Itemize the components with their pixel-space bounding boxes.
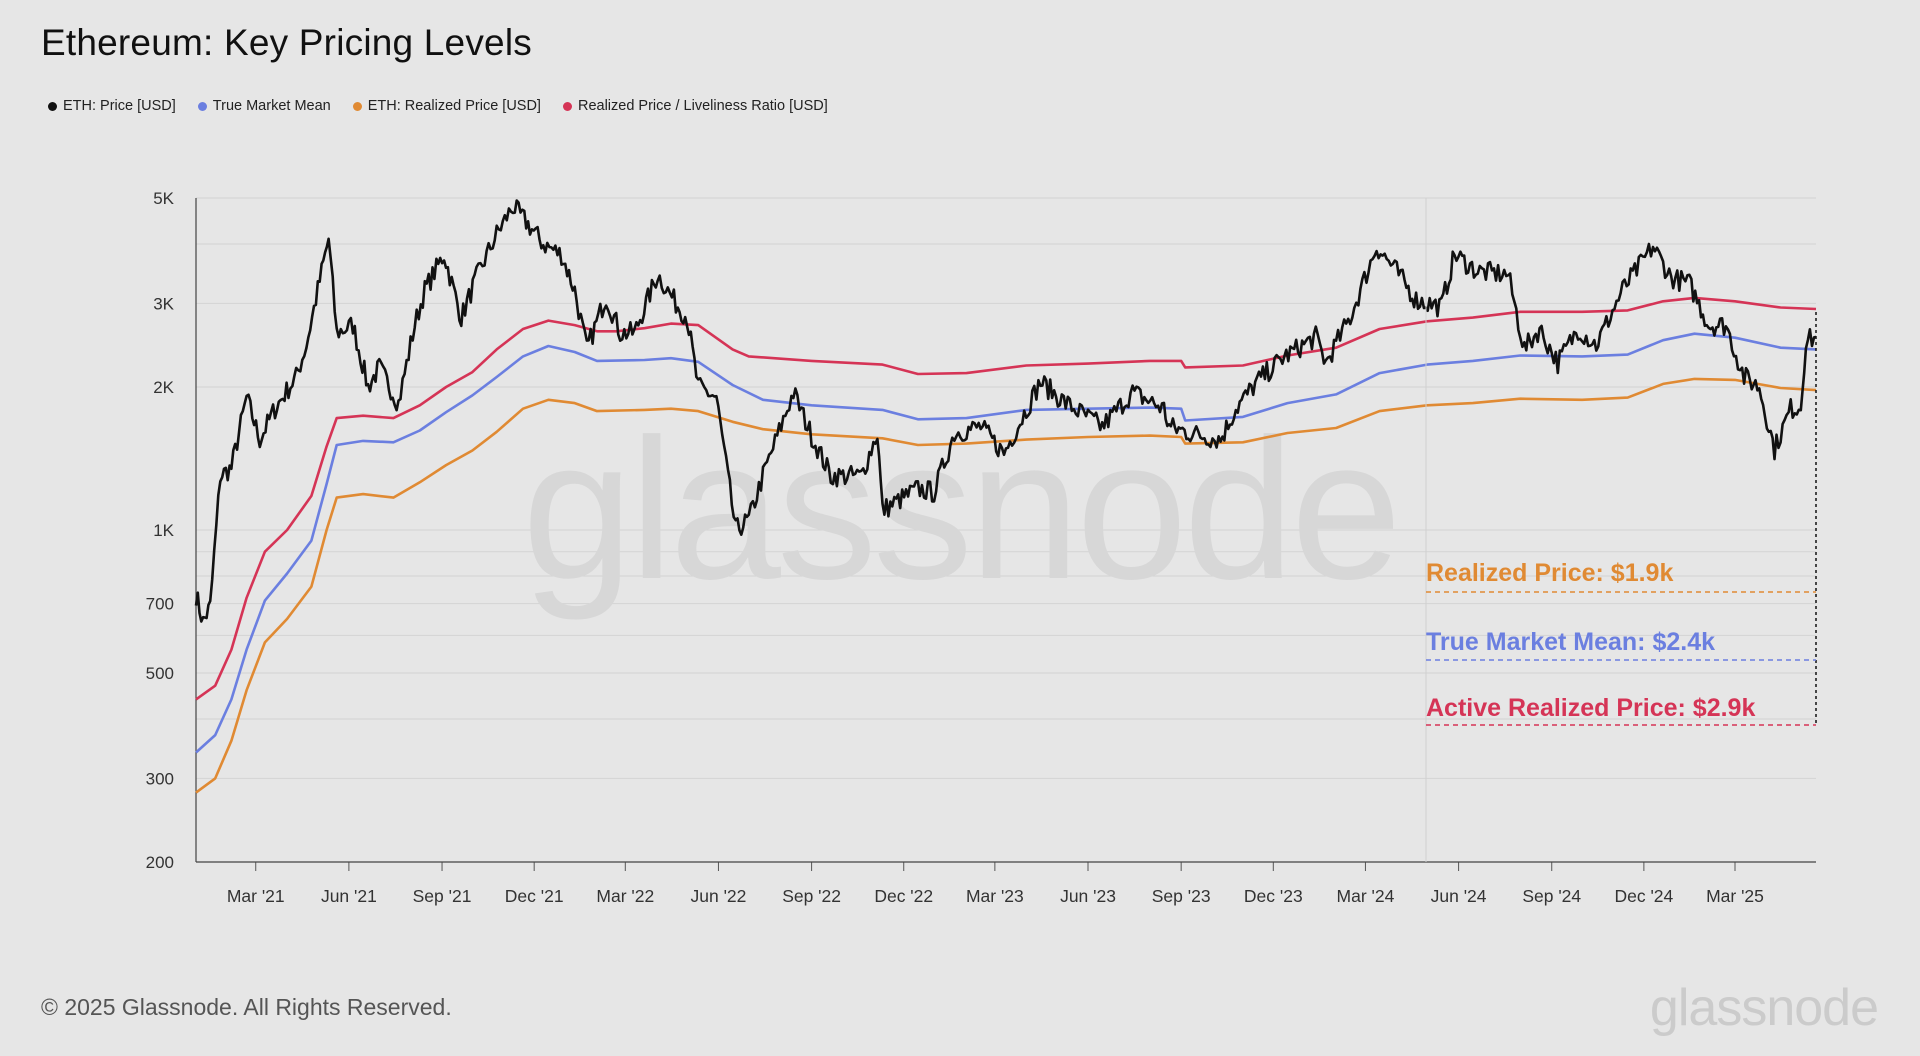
y-tick-label: 3K: [153, 294, 174, 313]
legend-label-true-market-mean: True Market Mean: [212, 98, 331, 114]
y-tick-label: 5K: [153, 189, 174, 208]
legend-label-liveliness-ratio: Realized Price / Liveliness Ratio [USD]: [577, 98, 828, 114]
x-tick-label: Sep '22: [782, 886, 841, 906]
x-tick-label: Dec '21: [505, 886, 564, 906]
x-tick-label: Sep '24: [1522, 886, 1581, 906]
annotation-label: Active Realized Price: $2.9k: [1426, 694, 1755, 722]
x-tick-label: Jun '21: [321, 886, 377, 906]
legend-label-realized-price: ETH: Realized Price [USD]: [367, 98, 541, 114]
legend-dot-true-market-mean: [197, 101, 207, 111]
legend-item-price[interactable]: ETH: Price [USD]: [48, 98, 176, 114]
legend-dot-realized-price: [352, 101, 362, 111]
series-lines: [194, 199, 1817, 794]
copyright-text: © 2025 Glassnode. All Rights Reserved.: [41, 994, 452, 1020]
x-tick-label: Mar '24: [1337, 886, 1395, 906]
x-tick-label: Mar '21: [227, 886, 285, 906]
x-tick-label: Dec '24: [1614, 886, 1673, 906]
y-tick-label: 700: [146, 595, 174, 614]
series-line-eth-realized-price-usd: [195, 377, 1817, 794]
x-tick-label: Sep '23: [1152, 886, 1211, 906]
annotations: Realized Price: $1.9k True Market Mean: $…: [1425, 198, 1817, 862]
y-tick-label: 2K: [153, 378, 174, 397]
x-tick-label: Mar '23: [966, 886, 1024, 906]
legend-dot-price: [48, 101, 57, 111]
legend-label-price: ETH: Price [USD]: [63, 98, 176, 114]
legend-item-liveliness-ratio[interactable]: Realized Price / Liveliness Ratio [USD]: [562, 98, 828, 114]
x-tick-label: Mar '22: [596, 886, 654, 906]
x-tick-label: Mar '25: [1706, 886, 1764, 906]
x-tick-label: Dec '22: [874, 886, 933, 906]
legend-dot-liveliness-ratio: [562, 101, 572, 111]
legend: ETH: Price [USD] True Market Mean ETH: R…: [48, 98, 828, 114]
watermark: glassnode: [522, 398, 1398, 621]
annotation-label: True Market Mean: $2.4k: [1426, 628, 1715, 656]
x-tick-label: Jun '23: [1060, 886, 1116, 906]
x-tick-label: Jun '24: [1431, 886, 1487, 906]
annotation-label: Realized Price: $1.9k: [1426, 559, 1673, 587]
legend-item-realized-price[interactable]: ETH: Realized Price [USD]: [352, 98, 541, 114]
y-tick-label: 200: [146, 853, 174, 872]
x-tick-label: Dec '23: [1244, 886, 1303, 906]
y-tick-label: 300: [146, 769, 174, 788]
y-tick-label: 500: [146, 664, 174, 683]
x-tick-label: Sep '21: [413, 886, 472, 906]
legend-item-true-market-mean[interactable]: True Market Mean: [197, 98, 331, 114]
y-tick-label: 1K: [153, 521, 174, 540]
series-line-realized-price-liveliness-ratio-usd: [195, 296, 1817, 701]
series-line-true-market-mean: [195, 332, 1817, 754]
chart-title: Ethereum: Key Pricing Levels: [41, 22, 532, 63]
series-line-eth-price-usd: [194, 199, 1817, 623]
x-tick-label: Jun '22: [691, 886, 747, 906]
brand-logo: glassnode: [1649, 979, 1879, 1037]
